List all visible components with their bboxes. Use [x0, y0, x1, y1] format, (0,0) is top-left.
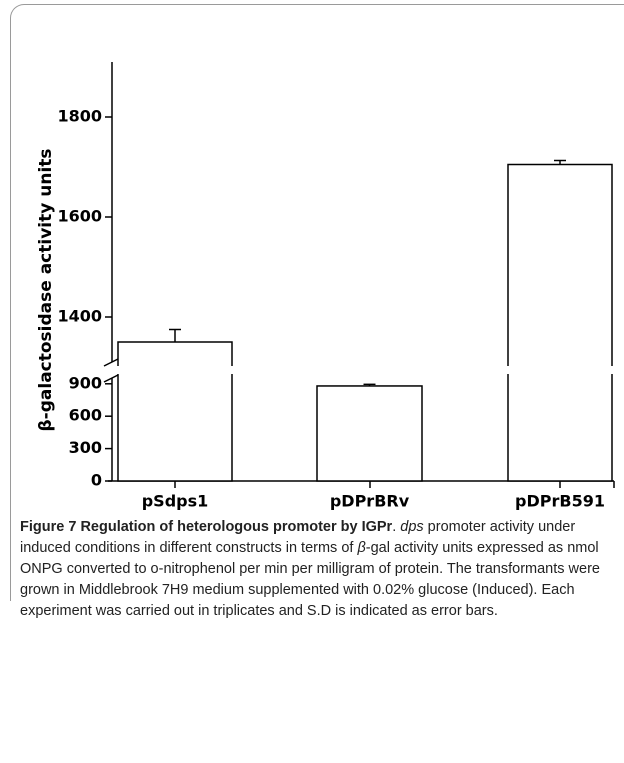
y-tick-label: 1800 [57, 107, 102, 126]
bar-upper [117, 341, 233, 368]
x-tick-label: pDPrB591 [515, 492, 605, 511]
bar-lower [117, 372, 233, 482]
bar [316, 385, 423, 482]
chart: β-galactosidase activity units 0 300 600 90… [36, 62, 615, 511]
y-tick-label: 900 [69, 373, 102, 392]
figure-caption: Figure 7 Regulation of heterologous prom… [20, 517, 616, 622]
caption-text: dps [400, 519, 424, 535]
caption-label: Figure 7 [20, 519, 77, 535]
bar-upper [507, 163, 613, 368]
x-tick-label: pDPrBRv [330, 492, 410, 511]
break-gap [116, 366, 234, 374]
bar-lower [507, 372, 613, 482]
y-tick-label: 1600 [57, 207, 102, 226]
figure-frame [10, 4, 624, 601]
y-tick-label: 600 [69, 406, 102, 425]
caption-text: promoter activity under induced conditio… [20, 519, 576, 556]
y-axis-label: β-galactosidase activity units [36, 148, 56, 431]
caption-text: β [357, 540, 366, 556]
y-tick-label: 0 [91, 471, 102, 490]
caption-text: -gal activity units expressed as nmol ON… [20, 540, 600, 619]
x-tick-label: pSdps1 [142, 492, 209, 511]
caption-text: . [392, 519, 401, 535]
y-tick-label: 300 [69, 438, 102, 457]
y-tick-label: 1400 [57, 307, 102, 326]
break-gap [506, 366, 614, 374]
caption-title: Regulation of heterologous promoter by I… [80, 519, 393, 535]
